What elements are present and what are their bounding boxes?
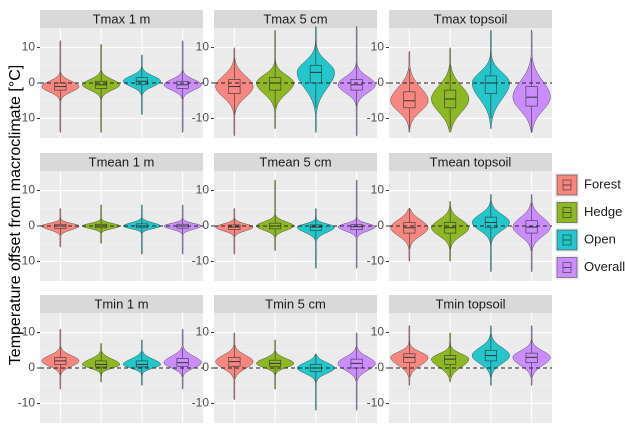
- y-tick-label: 10: [22, 40, 36, 54]
- violin: [41, 207, 80, 248]
- panel-title: Tmax topsoil: [434, 11, 508, 26]
- y-tick-label: 10: [22, 325, 36, 339]
- panel-title: Tmean 1 m: [89, 154, 155, 169]
- y-tick-label: -10: [18, 111, 36, 125]
- violin: [471, 29, 510, 130]
- legend-label: Forest: [584, 176, 621, 191]
- y-tick-label: 10: [196, 183, 210, 197]
- violin: [296, 25, 335, 134]
- strip-background: [389, 10, 552, 28]
- strip-background: [389, 295, 552, 313]
- y-tick-label: 10: [371, 40, 385, 54]
- box: [525, 86, 538, 107]
- y-tick-label: 10: [22, 183, 36, 197]
- violin: [256, 29, 295, 130]
- y-tick-label: 0: [28, 218, 35, 232]
- y-tick-label: -10: [18, 254, 36, 268]
- legend-label: Open: [584, 231, 616, 246]
- violin: [431, 332, 470, 383]
- violin: [215, 46, 254, 137]
- y-tick-label: 10: [371, 325, 385, 339]
- y-tick-label: 0: [28, 360, 35, 374]
- panel-title: Tmean topsoil: [430, 154, 512, 169]
- y-tick-label: 10: [196, 325, 210, 339]
- legend-label: Hedge: [584, 204, 622, 219]
- violin: [82, 342, 121, 383]
- y-tick-label: 0: [377, 218, 384, 232]
- violin: [163, 39, 202, 134]
- y-tick-label: 0: [202, 218, 209, 232]
- panel-title: Tmin topsoil: [435, 296, 505, 311]
- violin: [431, 200, 470, 262]
- box: [309, 224, 322, 231]
- box: [484, 75, 497, 94]
- panel-title: Tmax 5 cm: [263, 11, 327, 26]
- strip-background: [40, 295, 203, 313]
- box: [403, 91, 416, 109]
- violin: [390, 324, 429, 387]
- box: [269, 77, 282, 91]
- panel-title: Tmax 1 m: [93, 11, 151, 26]
- strip-background: [214, 10, 377, 28]
- violin: [256, 339, 295, 390]
- legend-label: Overall: [584, 259, 625, 274]
- panel-title: Tmin 5 cm: [265, 296, 326, 311]
- strip-background: [40, 153, 203, 171]
- violin: [122, 339, 161, 387]
- y-tick-label: -10: [192, 111, 210, 125]
- strip-background: [214, 295, 377, 313]
- y-tick-label: -10: [18, 396, 36, 410]
- panel-title: Tmean 5 cm: [259, 154, 331, 169]
- box: [444, 355, 457, 365]
- strip-background: [214, 153, 377, 171]
- y-tick-label: 0: [202, 75, 209, 89]
- y-tick-label: 0: [28, 75, 35, 89]
- y-tick-label: -10: [367, 111, 385, 125]
- strip-background: [40, 10, 203, 28]
- box: [403, 353, 416, 363]
- y-tick-label: 10: [371, 183, 385, 197]
- box: [525, 352, 538, 363]
- y-tick-label: 0: [377, 360, 384, 374]
- y-tick-label: 0: [377, 75, 384, 89]
- box: [95, 360, 108, 368]
- y-tick-label: -10: [367, 254, 385, 268]
- box: [135, 360, 148, 368]
- violin: [41, 328, 80, 390]
- violin: [163, 328, 202, 390]
- panel-title: Tmin 1 m: [94, 296, 148, 311]
- violin: [512, 324, 551, 387]
- y-tick-label: 10: [196, 40, 210, 54]
- y-tick-label: -10: [192, 254, 210, 268]
- y-axis-label: Temperature offset from macroclimate [°C…: [7, 65, 24, 365]
- y-tick-label: -10: [367, 396, 385, 410]
- strip-background: [389, 153, 552, 171]
- violin: [337, 26, 376, 137]
- y-tick-label: -10: [192, 396, 210, 410]
- y-tick-label: 0: [202, 360, 209, 374]
